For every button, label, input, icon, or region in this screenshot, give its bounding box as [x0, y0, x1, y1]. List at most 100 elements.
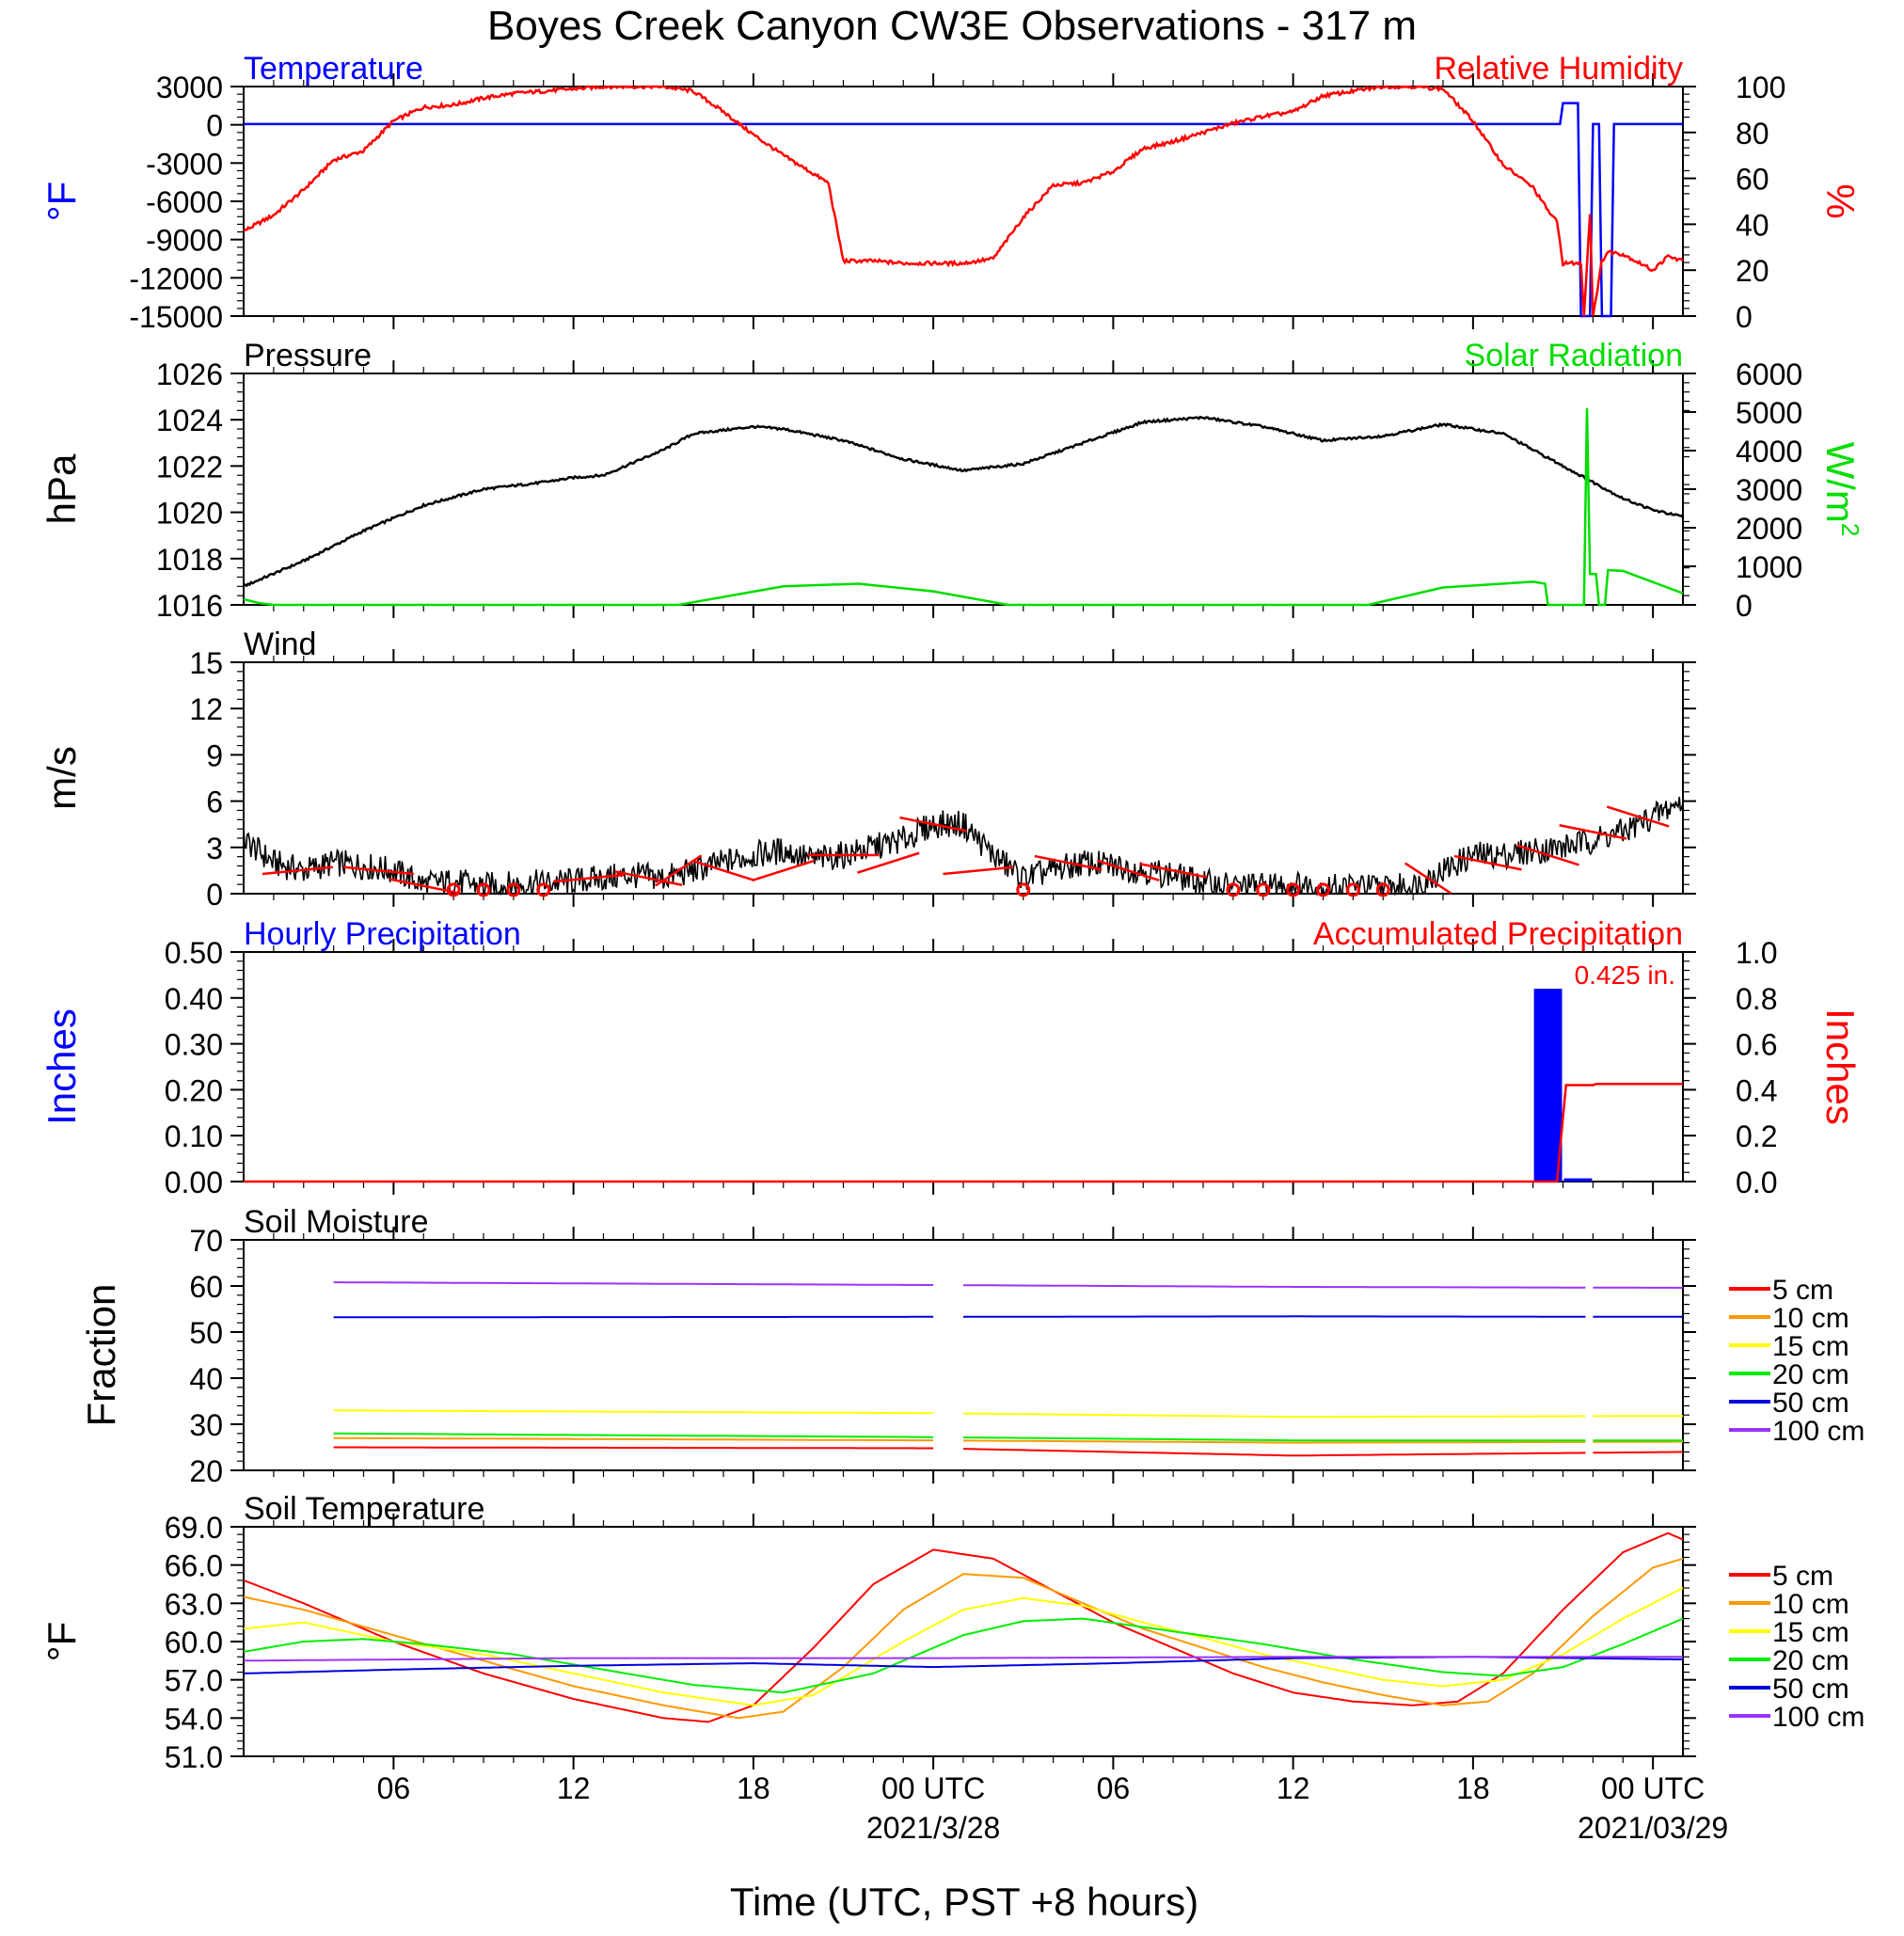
wind-barb	[1559, 824, 1627, 840]
y-tick-label-right: 0.8	[1736, 982, 1777, 1016]
wind-calm-marker	[1316, 882, 1330, 897]
y-axis-label-left: Inches	[40, 1008, 84, 1125]
panel-title-right: Solar Radiation	[1465, 338, 1683, 373]
y-tick-label-right: 40	[1736, 208, 1769, 242]
wind-barb	[752, 859, 816, 882]
y-tick-label-left: 1016	[156, 589, 223, 623]
y-tick-label-left: 50	[189, 1316, 223, 1350]
panel-title-left: Wind	[244, 627, 316, 662]
y-tick-label-left: 0.00	[165, 1166, 223, 1199]
soil-moisture-line	[333, 1436, 934, 1442]
wind-calm-marker	[1375, 882, 1390, 897]
y-tick-label-left: 15	[189, 646, 223, 680]
panel-frame	[243, 1526, 1684, 1757]
y-tick-label-left: 6	[206, 786, 223, 819]
y-tick-label-right: 100	[1736, 71, 1785, 104]
soil-moisture-line	[333, 1409, 934, 1415]
soil-moisture-line	[963, 1284, 1586, 1289]
x-tick-label: 06	[377, 1771, 411, 1805]
y-tick-label-left: 66.0	[165, 1549, 223, 1583]
y-tick-label-right: 1000	[1736, 550, 1802, 584]
y-tick-label-right: 2000	[1736, 512, 1802, 546]
y-tick-label-left: 0.30	[165, 1028, 223, 1062]
y-axis-label-right: W/m2	[1818, 442, 1864, 537]
wind-barb	[1453, 854, 1522, 871]
wind-barb	[1404, 862, 1452, 895]
wind-barb	[1606, 805, 1670, 828]
y-tick-label-left: 0.20	[165, 1073, 223, 1107]
y-tick-label-left: 63.0	[165, 1587, 223, 1621]
wind-barb	[1139, 863, 1208, 879]
wind-barb	[262, 865, 333, 876]
y-tick-label-left: -6000	[146, 185, 223, 219]
y-tick-label-left: -3000	[146, 147, 223, 181]
panel-3: 15 12 9 6 3 0 Wind m/s	[40, 627, 1696, 912]
legend-label: 15 cm	[1772, 1617, 1849, 1648]
y-axis-label-right: %	[1818, 183, 1863, 218]
y-axis-label-left: hPa	[40, 453, 84, 524]
wind-calm-marker	[1345, 882, 1360, 897]
pressure-line	[243, 415, 1684, 588]
soil-temperature-line	[243, 1587, 1684, 1706]
wind-calm-marker	[536, 882, 551, 897]
wind-barb	[1034, 854, 1103, 871]
y-tick-label-left: 0	[206, 878, 223, 912]
panel-title-left: Soil Temperature	[244, 1491, 484, 1527]
wind-calm-marker	[446, 882, 461, 897]
y-tick-label-left: 1022	[156, 450, 223, 484]
legend-label: 50 cm	[1772, 1388, 1849, 1419]
y-tick-label-left: 12	[189, 692, 223, 726]
wind-barb	[691, 859, 755, 882]
y-tick-label-right: 3000	[1736, 473, 1802, 507]
y-axis-label-left: °F	[40, 1622, 84, 1661]
soil-moisture-line	[333, 1446, 934, 1450]
wind-barb	[553, 873, 625, 883]
y-tick-label-right: 0.6	[1736, 1028, 1777, 1062]
accum-precip-line	[244, 1083, 1683, 1183]
y-tick-label-left: 0	[206, 109, 223, 143]
wind-speed-line	[243, 797, 1684, 897]
y-tick-label-left: 0.40	[165, 982, 223, 1016]
x-tick-label: 18	[737, 1771, 770, 1805]
y-axis-label-left: °F	[40, 182, 84, 221]
y-tick-label-right: 0.4	[1736, 1073, 1777, 1107]
wind-calm-marker	[1256, 882, 1271, 897]
y-tick-label-right: 0.0	[1736, 1166, 1777, 1199]
hourly-precip-bar	[1563, 1178, 1593, 1182]
y-tick-label-left: 20	[189, 1454, 223, 1488]
legend-label: 10 cm	[1772, 1589, 1849, 1620]
soil-moisture-line	[333, 1432, 934, 1438]
x-tick-date-label: 2021/3/28	[866, 1811, 1000, 1845]
y-tick-label-left: 9	[206, 738, 223, 772]
panel-frame	[243, 1239, 1684, 1471]
x-axis-label: Time (UTC, PST +8 hours)	[730, 1880, 1198, 1924]
y-tick-label-right: 6000	[1736, 357, 1802, 391]
chart-title: Boyes Creek Canyon CW3E Observations - 3…	[487, 3, 1417, 49]
y-tick-label-right: 4000	[1736, 435, 1802, 468]
y-tick-label-right: 80	[1736, 117, 1769, 151]
y-tick-label-left: 0.50	[165, 936, 223, 970]
x-tick-label: 18	[1456, 1771, 1490, 1805]
x-tick-label: 06	[1097, 1771, 1131, 1805]
legend-label: 100 cm	[1772, 1702, 1864, 1733]
hourly-precip-bar	[1533, 989, 1563, 1182]
soil-moisture-line	[333, 1315, 934, 1319]
wind-barb	[342, 865, 414, 876]
y-tick-label-left: -12000	[129, 262, 223, 295]
x-tick-label: 12	[1277, 1771, 1310, 1805]
soil-moisture-line	[962, 1436, 1586, 1442]
y-tick-label-left: 70	[189, 1224, 223, 1258]
legend-label: 10 cm	[1772, 1303, 1849, 1334]
y-tick-label-left: 1026	[156, 357, 223, 391]
y-tick-label-left: 69.0	[165, 1511, 223, 1545]
soil-moisture-line	[963, 1412, 1586, 1419]
panel-title-left: Pressure	[244, 338, 372, 373]
legend-label: 20 cm	[1772, 1359, 1849, 1390]
panels: 30000-3000-6000-9000-12000-1500010080604…	[40, 51, 1864, 1774]
y-axis-label-right: Inches	[1818, 1008, 1863, 1125]
y-tick-label-left: 57.0	[165, 1664, 223, 1698]
y-tick-label-right: 20	[1736, 254, 1769, 288]
y-tick-label-right: 0.2	[1736, 1119, 1777, 1153]
temperature-line	[244, 102, 1683, 318]
wind-barb	[857, 851, 920, 874]
